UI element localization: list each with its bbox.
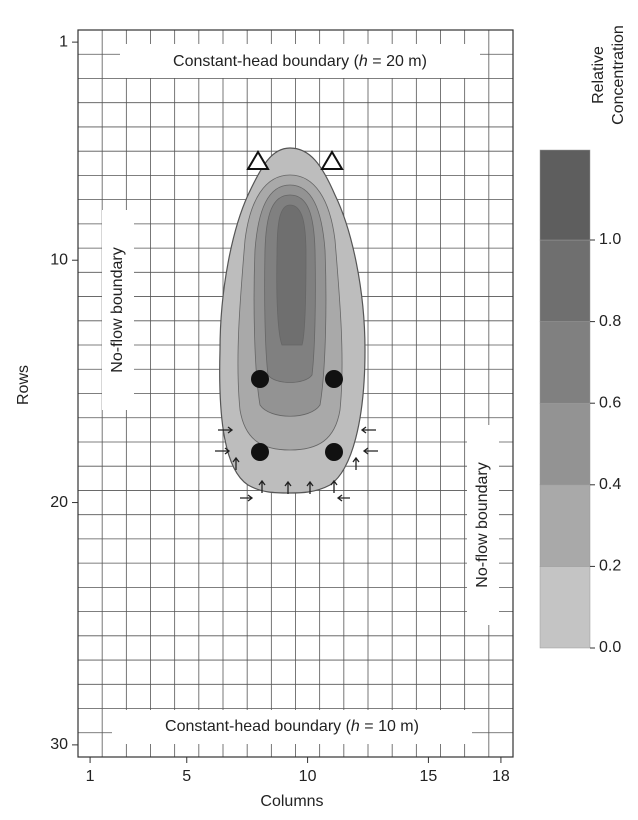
grid-frame [77, 29, 514, 758]
y-tick-label: 30 [50, 736, 68, 753]
arrow [306, 480, 314, 494]
y-tick-label: 20 [50, 494, 68, 511]
colorbar-tick-label: 0.8 [599, 313, 621, 330]
colorbar-band [539, 484, 591, 567]
y-tick-label: 10 [50, 251, 68, 268]
arrow [362, 447, 378, 455]
arrow [240, 494, 254, 502]
colorbar: 0.0 0.2 0.4 0.6 0.8 1.0 [539, 149, 621, 656]
arrow [258, 479, 266, 493]
colorbar-tick-label: 0.6 [599, 394, 621, 411]
arrow [284, 480, 292, 494]
x-tick-label: 10 [299, 768, 317, 785]
well [251, 370, 269, 388]
y-tick-label: 1 [59, 33, 68, 50]
label-box [120, 44, 480, 78]
colorbar-tick-label: 1.0 [599, 231, 621, 248]
arrow [215, 447, 231, 455]
well [325, 370, 343, 388]
colorbar-title: Relative [590, 46, 607, 104]
x-tick-label: 18 [492, 768, 510, 785]
arrow [352, 456, 360, 470]
left-boundary-label: No-flow boundary [109, 247, 126, 372]
colorbar-tick-label: 0.4 [599, 476, 621, 493]
well-markers [251, 370, 343, 461]
colorbar-title: Concentration [610, 25, 627, 125]
triangle-marker [320, 150, 344, 170]
colorbar-band [539, 321, 591, 404]
arrow [336, 494, 350, 502]
arrow [360, 426, 376, 434]
x-tick-label: 1 [86, 768, 95, 785]
colorbar-tick-label: 0.0 [599, 639, 621, 656]
colorbar-band [539, 149, 591, 241]
triangle-marker [246, 150, 270, 170]
colorbar-band [539, 402, 591, 486]
y-axis-label: Rows [15, 365, 32, 405]
arrow [218, 426, 234, 434]
arrow [232, 456, 240, 470]
x-tick-label: 15 [420, 768, 438, 785]
plume [219, 147, 366, 494]
bottom-boundary-label: Constant-head boundary (h = 10 m) [165, 718, 419, 735]
well [251, 443, 269, 461]
colorbar-band [539, 239, 591, 322]
x-tick-label: 5 [182, 768, 191, 785]
colorbar-tick-label: 0.2 [599, 558, 621, 575]
label-box [467, 425, 499, 625]
label-box [112, 710, 472, 744]
colorbar-band [539, 566, 591, 649]
observation-markers [246, 150, 344, 170]
contour-4 [276, 204, 307, 346]
label-box [102, 210, 134, 410]
arrow [330, 479, 338, 493]
flow-arrows [215, 426, 378, 502]
well [325, 443, 343, 461]
top-boundary-label: Constant-head boundary (h = 20 m) [173, 53, 427, 70]
x-axis-label: Columns [260, 793, 323, 810]
right-boundary-label: No-flow boundary [474, 462, 491, 587]
